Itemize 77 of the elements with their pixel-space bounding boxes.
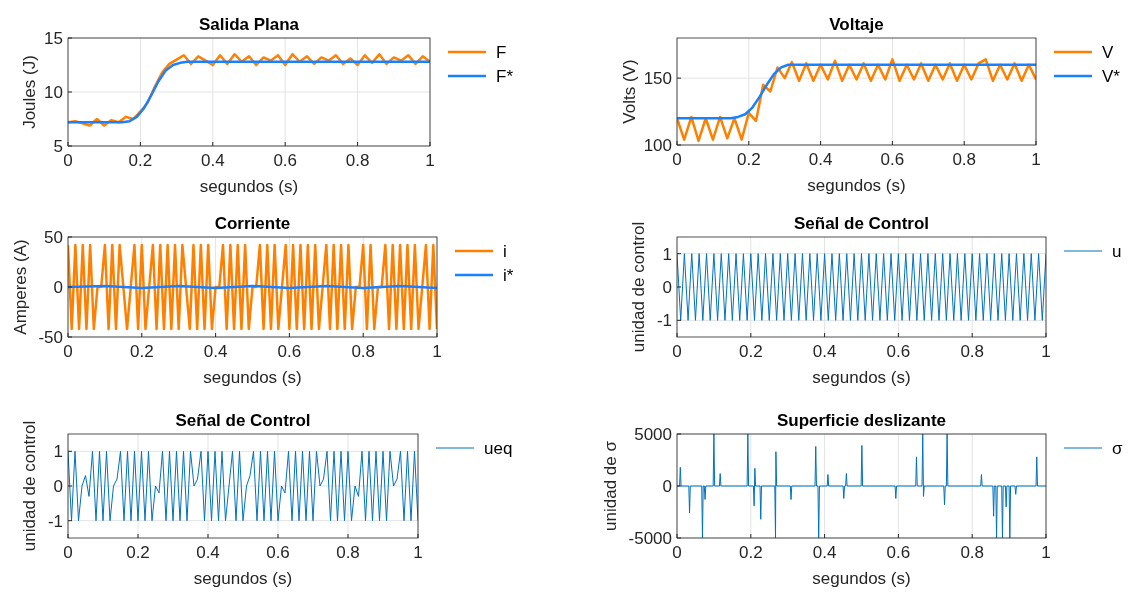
chart-title: Corriente xyxy=(214,214,291,233)
chart-title: Voltaje xyxy=(829,15,884,34)
y-tick-label: -1 xyxy=(656,311,672,331)
y-tick-label: 1 xyxy=(53,442,63,462)
x-axis-title: segundos (s) xyxy=(199,177,299,196)
y-tick-label: 1 xyxy=(662,244,672,264)
legend-label: u xyxy=(1112,241,1122,261)
x-tick-label: 0.2 xyxy=(129,342,154,361)
x-tick-label: 0.6 xyxy=(886,543,911,562)
legend-label: F* xyxy=(496,66,514,86)
y-tick-label: 100 xyxy=(643,135,672,155)
x-tick-label: 0.8 xyxy=(336,543,360,562)
x-tick-label: 0.2 xyxy=(738,342,763,361)
line-series xyxy=(677,63,1036,120)
x-tick-label: 0.2 xyxy=(738,543,763,562)
x-axis-title: segundos (s) xyxy=(193,569,293,588)
y-tick-label: 10 xyxy=(44,82,63,102)
x-tick-label: 0.4 xyxy=(812,342,837,361)
y-axis-title: Amperes (A) xyxy=(10,239,30,335)
x-tick-label: 1 xyxy=(1041,543,1051,562)
x-tick-label: 0.6 xyxy=(273,151,298,170)
y-tick-label: -50 xyxy=(38,327,63,347)
x-tick-label: 0.2 xyxy=(128,151,153,170)
y-axis-title: Joules (J) xyxy=(20,55,39,129)
x-axis-title: segundos (s) xyxy=(812,368,911,387)
x-tick-label: 0.4 xyxy=(196,543,220,562)
x-tick-label: 0.6 xyxy=(266,543,290,562)
legend-label: V* xyxy=(1102,66,1121,86)
x-tick-label: 0.8 xyxy=(960,342,985,361)
y-axis-title: Volts (V) xyxy=(619,59,639,124)
legend-label: i* xyxy=(503,265,514,285)
y-tick-label: 0 xyxy=(662,277,672,297)
y-tick-label: 50 xyxy=(44,227,63,247)
chart-title: Señal de Control xyxy=(175,411,311,430)
y-tick-label: 0 xyxy=(53,277,63,297)
x-tick-label: 1 xyxy=(432,342,442,361)
legend-label: σ xyxy=(1112,438,1123,458)
line-series xyxy=(68,450,418,522)
x-tick-label: 0.6 xyxy=(880,150,905,169)
x-axis-title: segundos (s) xyxy=(807,176,906,195)
y-tick-label: 5000 xyxy=(634,424,672,444)
x-tick-label: 0.8 xyxy=(345,151,370,170)
x-tick-label: 0.4 xyxy=(808,150,833,169)
legend-label: i xyxy=(503,241,507,261)
x-tick-label: 1 xyxy=(1031,150,1041,169)
y-tick-label: -1 xyxy=(47,511,63,531)
y-tick-label: 0 xyxy=(662,476,672,496)
y-tick-label: 5 xyxy=(53,136,63,156)
x-tick-label: 0.4 xyxy=(203,342,228,361)
y-tick-label: 150 xyxy=(643,69,672,89)
y-axis-title: unidad de control xyxy=(629,221,648,353)
chart-title: Superficie deslizante xyxy=(776,411,947,430)
legend-label: ueq xyxy=(484,438,513,458)
line-series xyxy=(677,434,1046,538)
y-axis-title: unidad de σ xyxy=(600,440,620,531)
y-tick-label: 15 xyxy=(44,28,63,48)
x-tick-label: 0.8 xyxy=(351,342,376,361)
chart-title: Salida Plana xyxy=(198,15,300,34)
x-tick-label: 1 xyxy=(1041,342,1051,361)
x-tick-label: 0.8 xyxy=(952,150,977,169)
x-axis-title: segundos (s) xyxy=(203,368,302,387)
x-tick-label: 0.4 xyxy=(200,151,225,170)
x-tick-label: 0.6 xyxy=(277,342,302,361)
x-tick-label: 1 xyxy=(425,151,435,170)
x-tick-label: 1 xyxy=(413,543,423,562)
x-tick-label: 0.4 xyxy=(812,543,837,562)
y-tick-label: 0 xyxy=(53,476,63,496)
legend-label: V xyxy=(1102,42,1114,62)
y-tick-label: -5000 xyxy=(628,528,672,548)
x-axis-title: segundos (s) xyxy=(812,569,911,588)
legend-label: F xyxy=(496,42,507,62)
chart-title: Señal de Control xyxy=(793,214,930,233)
x-tick-label: 0.8 xyxy=(960,543,985,562)
x-tick-label: 0.6 xyxy=(886,342,911,361)
x-tick-label: 0.2 xyxy=(736,150,761,169)
x-tick-label: 0.2 xyxy=(126,543,150,562)
y-axis-title: unidad de control xyxy=(20,420,39,552)
